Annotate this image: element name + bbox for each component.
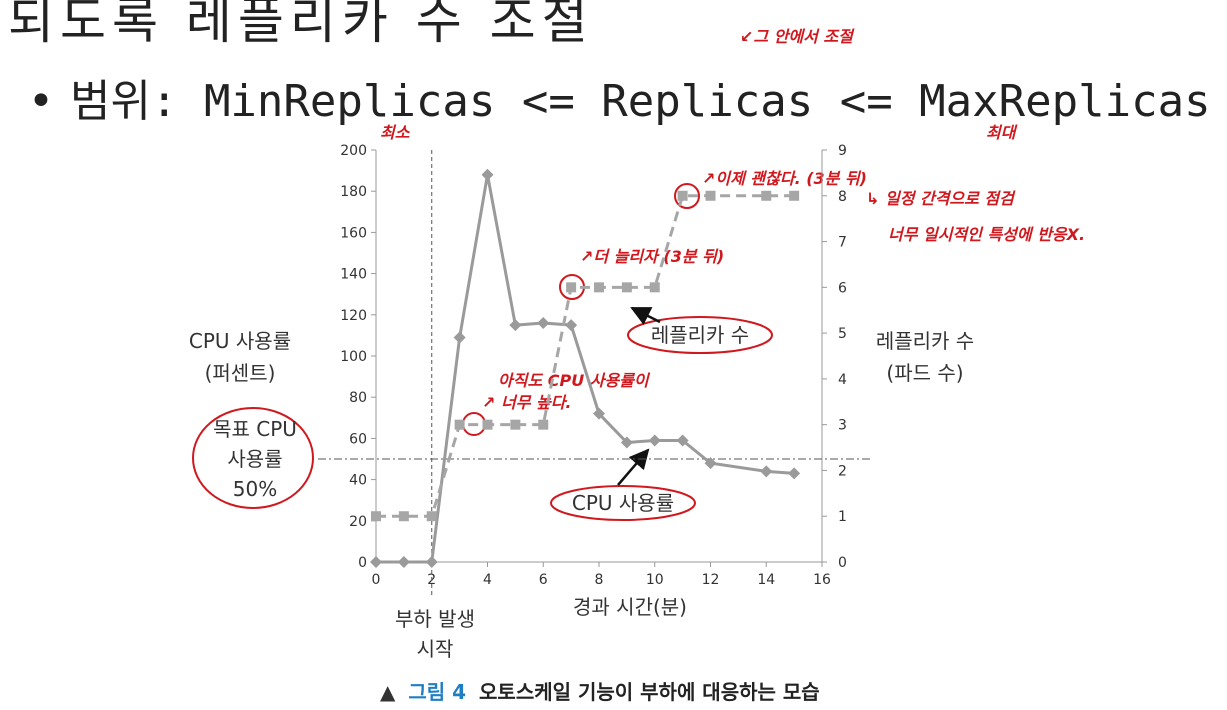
y-tick-label: 40 <box>349 473 367 489</box>
point <box>620 436 633 449</box>
note: 너무 일시적인 특성에 반응X. <box>888 225 1085 244</box>
point <box>621 282 632 293</box>
y-axis-title: (퍼센트) <box>205 361 276 385</box>
x-tick-label: 14 <box>757 572 775 588</box>
event-label: 부하 발생 <box>395 607 475 631</box>
target-label: 사용률 <box>227 447 282 471</box>
target-label: 목표 CPU <box>213 417 297 441</box>
y-tick-label: 60 <box>349 431 367 447</box>
point <box>482 419 493 430</box>
caption-marker: ▲ <box>380 680 396 704</box>
callout-arrow <box>630 306 661 325</box>
point <box>565 319 578 332</box>
y2-tick-label: 6 <box>838 280 847 296</box>
x-tick-label: 12 <box>702 572 720 588</box>
target-label: 50% <box>233 477 277 501</box>
point <box>677 190 688 201</box>
callout-arrow <box>617 448 650 486</box>
point <box>537 317 550 330</box>
note: ↳ 일정 간격으로 점검 <box>866 189 1016 208</box>
event-label: 시작 <box>417 637 454 661</box>
y2-tick-label: 0 <box>838 555 847 571</box>
point <box>788 467 801 480</box>
heading: 되도록 레플리카 수 조절 <box>8 0 594 50</box>
y-tick-label: 80 <box>349 390 367 406</box>
y2-axis-title: 레플리카 수 <box>876 329 974 353</box>
series-callout: CPU 사용률 <box>572 491 674 515</box>
y2-tick-label: 1 <box>838 509 847 525</box>
point <box>704 457 717 470</box>
point <box>481 168 494 181</box>
point <box>371 511 381 522</box>
point <box>425 556 438 568</box>
point <box>510 419 521 430</box>
point <box>426 511 437 522</box>
y2-tick-label: 3 <box>838 418 847 434</box>
point <box>789 190 800 201</box>
point <box>509 319 522 332</box>
y-axis-title: CPU 사용률 <box>189 329 291 353</box>
y2-tick-label: 2 <box>838 463 847 479</box>
point <box>397 556 410 568</box>
x-tick-label: 16 <box>813 572 831 588</box>
x-tick-label: 0 <box>372 572 381 588</box>
point <box>648 434 661 447</box>
note: 최대 <box>986 123 1018 142</box>
y-tick-label: 100 <box>340 349 367 365</box>
point <box>594 282 604 293</box>
series-line <box>376 194 795 518</box>
note: ↗ 너무 높다. <box>482 393 572 412</box>
note: 아직도 CPU 사용률이 <box>498 371 651 390</box>
x-tick-label: 4 <box>483 572 492 588</box>
y-tick-label: 180 <box>340 184 367 200</box>
bullet-text: 범위: MinReplicas <= Replicas <= MaxReplic… <box>70 76 1211 127</box>
point <box>454 419 465 430</box>
y2-axis-title: (파드 수) <box>886 361 963 385</box>
y2-tick-label: 7 <box>838 235 847 251</box>
x-tick-label: 8 <box>595 572 604 588</box>
caption-text: 오토스케일 기능이 부하에 대응하는 모습 <box>479 680 820 704</box>
red-marks <box>192 183 773 521</box>
point <box>760 465 773 478</box>
x-axis-title: 경과 시간(분) <box>573 595 687 619</box>
point <box>649 282 660 293</box>
note: ↗이제 괜찮다. (3분 뒤) <box>702 169 867 188</box>
y-tick-label: 160 <box>340 225 367 241</box>
y-tick-label: 120 <box>340 308 367 324</box>
y2-tick-label: 5 <box>838 326 847 342</box>
point <box>566 282 577 293</box>
y2-tick-label: 9 <box>838 143 847 159</box>
point <box>538 419 549 430</box>
x-tick-label: 10 <box>646 572 664 588</box>
note: ↙그 안에서 조절 <box>740 27 855 46</box>
y-tick-label: 140 <box>340 267 367 283</box>
point <box>676 434 689 447</box>
caption: ▲ 그림 4 오토스케일 기능이 부하에 대응하는 모습 <box>380 680 820 704</box>
caption-label: 그림 4 <box>408 680 466 704</box>
point <box>453 331 466 344</box>
note: ↗더 늘리자 (3분 뒤) <box>580 247 724 266</box>
y-tick-label: 20 <box>349 514 367 530</box>
y-tick-label: 0 <box>358 555 367 571</box>
bullet-marker: • <box>28 76 54 127</box>
y2-tick-label: 4 <box>838 372 847 388</box>
point <box>398 511 409 522</box>
x-tick-label: 6 <box>539 572 548 588</box>
y2-tick-label: 8 <box>838 189 847 205</box>
point <box>370 556 382 568</box>
series-callout: 레플리카 수 <box>651 323 749 347</box>
y-tick-label: 200 <box>340 143 367 159</box>
point <box>705 190 716 201</box>
point <box>593 407 605 420</box>
point <box>761 190 772 201</box>
note: 최소 <box>380 123 411 142</box>
